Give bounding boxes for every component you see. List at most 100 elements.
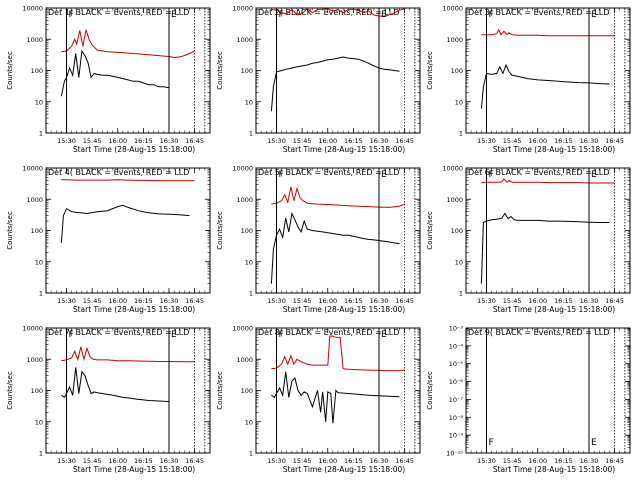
flag-letter: E [381, 10, 387, 20]
y-tick-label: 1000 [236, 356, 253, 364]
x-tick-label: 16:30 [160, 137, 179, 145]
y-tick-label: 10 [245, 418, 253, 426]
flag-letter: F [279, 170, 284, 180]
x-tick-label: 15:30 [477, 137, 496, 145]
y-tick-label: 10⁻³ [449, 325, 464, 333]
y-tick-label: 1 [459, 130, 463, 138]
series-events-line [270, 211, 400, 284]
x-axis-label: Start Time (28-Aug-15 15:18:00) [493, 305, 615, 314]
y-tick-label: 10000 [442, 5, 463, 13]
y-tick-label: 10 [35, 98, 43, 106]
flag-letter: E [171, 10, 177, 20]
x-tick-label: 15:45 [503, 297, 522, 305]
x-tick-label: 15:30 [267, 457, 286, 465]
y-tick-label: 1000 [446, 36, 463, 44]
plot-frame [255, 327, 421, 454]
panel-title: Det 8( BLACK = Events, RED = LLD [258, 328, 399, 337]
y-tick-label: 1000 [446, 196, 463, 204]
x-tick-label: 16:15 [344, 137, 363, 145]
y-tick-label: 1000 [26, 36, 43, 44]
flag-letter: E [171, 330, 177, 340]
x-tick-label: 16:45 [185, 457, 204, 465]
x-axis-label: Start Time (28-Aug-15 15:18:00) [493, 145, 615, 154]
y-tick-label: 100 [241, 227, 253, 235]
x-tick-label: 15:30 [57, 137, 76, 145]
x-tick-label: 15:30 [57, 297, 76, 305]
plot-frame [45, 7, 211, 134]
series-lld-line [61, 29, 195, 59]
x-tick-label: 16:30 [160, 457, 179, 465]
y-tick-label: 100 [451, 67, 463, 75]
flag-letter: F [489, 438, 494, 448]
x-tick-label: 16:00 [318, 137, 337, 145]
x-tick-label: 16:45 [395, 297, 414, 305]
plot-area [271, 328, 416, 453]
y-tick-label: 10 [245, 258, 253, 266]
x-tick-label: 16:00 [108, 297, 127, 305]
y-axis-label: Counts/sec [6, 51, 14, 90]
y-tick-label: 10⁻⁹ [449, 432, 464, 440]
y-tick-label: 1000 [26, 196, 43, 204]
series-lld-line [271, 186, 405, 208]
x-tick-label: 16:15 [344, 297, 363, 305]
x-tick-label: 16:30 [580, 137, 599, 145]
y-tick-label: 10 [455, 98, 463, 106]
plot-frame [255, 167, 421, 294]
y-tick-label: 10000 [22, 165, 43, 173]
flag-letter: F [69, 10, 74, 20]
series-events-line [60, 49, 170, 97]
y-tick-label: 10⁻¹⁰ [446, 450, 463, 458]
panel-9: Det 9( BLACK = Events, RED = LLD Counts/s… [426, 325, 631, 474]
panel-2: Det 2( BLACK = Events, RED = LLD Counts/s… [216, 5, 421, 154]
y-tick-label: 10⁻⁵ [449, 360, 464, 368]
series-lld-line [61, 179, 195, 182]
y-tick-label: 1 [39, 130, 43, 138]
y-tick-label: 10000 [232, 325, 253, 333]
x-tick-label: 16:30 [370, 137, 389, 145]
plot-area [60, 8, 206, 133]
x-tick-label: 16:00 [318, 457, 337, 465]
x-tick-label: 16:45 [185, 137, 204, 145]
panel-title: Det 7( BLACK = Events, RED = LLD [48, 328, 189, 337]
x-tick-label: 16:15 [134, 137, 153, 145]
panel-title: Det 2( BLACK = Events, RED = LLD [258, 8, 399, 17]
panel-title: Det 9( BLACK = Events, RED = LLD [468, 328, 609, 337]
x-tick-label: 15:45 [83, 137, 102, 145]
x-tick-label: 16:30 [370, 297, 389, 305]
y-tick-label: 10000 [442, 165, 463, 173]
panel-title: Det 4( BLACK = Events, RED = LLD [48, 168, 189, 177]
x-tick-label: 16:30 [160, 297, 179, 305]
x-axis-label: Start Time (28-Aug-15 15:18:00) [283, 465, 405, 474]
y-tick-label: 10 [455, 258, 463, 266]
plot-frame [465, 167, 631, 294]
y-tick-label: 10⁻⁸ [449, 414, 464, 422]
x-tick-label: 16:00 [528, 297, 547, 305]
panel-title: Det 1( BLACK = Events, RED = LLD [48, 8, 189, 17]
series-events-line [480, 212, 610, 284]
y-tick-label: 10⁻⁷ [449, 396, 464, 404]
x-tick-label: 15:30 [477, 297, 496, 305]
y-tick-label: 1000 [26, 356, 43, 364]
flag-letter: F [489, 170, 494, 180]
plot-frame [45, 167, 211, 294]
x-tick-label: 15:45 [503, 457, 522, 465]
x-axis-label: Start Time (28-Aug-15 15:18:00) [283, 305, 405, 314]
x-tick-label: 16:45 [395, 137, 414, 145]
panel-5: Det 5( BLACK = Events, RED = LLD Counts/s… [216, 165, 421, 314]
y-tick-label: 10000 [22, 325, 43, 333]
flag-letter: F [279, 10, 284, 20]
panel-title: Det 6( BLACK = Events, RED = LLD [468, 168, 609, 177]
y-tick-label: 1 [249, 450, 253, 458]
y-tick-label: 100 [241, 67, 253, 75]
flag-letter: F [489, 10, 494, 20]
plot-area [60, 179, 195, 243]
series-events-line [270, 56, 400, 112]
y-tick-label: 1 [249, 290, 253, 298]
x-tick-label: 16:15 [554, 137, 573, 145]
y-tick-label: 100 [31, 227, 43, 235]
series-lld-line [271, 335, 405, 372]
y-axis-label: Counts/sec [426, 371, 434, 410]
y-tick-label: 10000 [232, 5, 253, 13]
y-tick-label: 100 [31, 67, 43, 75]
